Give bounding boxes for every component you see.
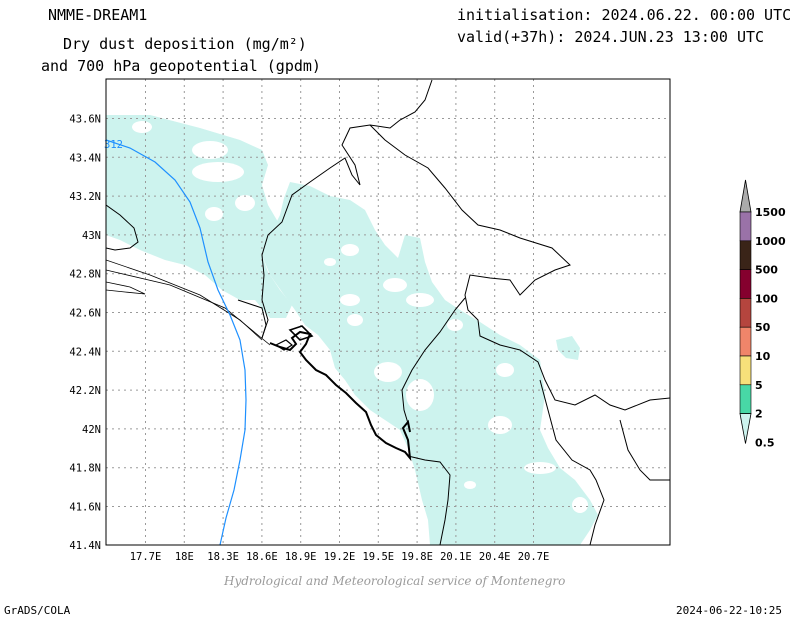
dust-deposition-field bbox=[106, 115, 598, 545]
longitude-label: 18.3E bbox=[207, 551, 239, 563]
colorbar-level-label: 5 bbox=[755, 379, 763, 392]
map-frame bbox=[105, 78, 671, 546]
software-label: GrADS/COLA bbox=[4, 604, 71, 617]
longitude-label: 20.7E bbox=[518, 551, 550, 563]
colorbar-swatch bbox=[739, 326, 752, 357]
latitude-label: 42.8N bbox=[69, 269, 101, 281]
colorbar-level-label: 2 bbox=[755, 408, 763, 421]
colorbar-level-label: 500 bbox=[755, 264, 778, 277]
latitude-label: 42.2N bbox=[69, 385, 101, 397]
latitude-label: 42.4N bbox=[69, 346, 101, 358]
colorbar-bottom-arrow bbox=[739, 413, 752, 444]
colorbar-level-label: 1000 bbox=[755, 235, 786, 248]
colorbar-swatch bbox=[739, 298, 752, 328]
colorbar-swatch bbox=[739, 240, 752, 270]
longitude-label: 20.1E bbox=[440, 551, 472, 563]
colorbar-top-arrow bbox=[739, 179, 752, 213]
latitude-label: 42.6N bbox=[69, 308, 101, 320]
colorbar-level-label: 1500 bbox=[755, 206, 786, 219]
longitude-label: 19.5E bbox=[362, 551, 394, 563]
credit-text: Hydrological and Meteorological service … bbox=[224, 574, 566, 588]
valid-time: valid(+37h): 2024.JUN.23 13:00 UTC bbox=[457, 28, 765, 46]
latitude-label: 43N bbox=[82, 230, 101, 242]
latitude-label: 43.6N bbox=[69, 114, 101, 126]
longitude-label: 17.7E bbox=[130, 551, 162, 563]
colorbar-level-label: 10 bbox=[755, 350, 771, 363]
map-title-line2: and 700 hPa geopotential (gpdm) bbox=[41, 57, 321, 75]
latitude-tick-labels: 43.6N 43.4N 43.2N 43N 42.8N 42.6N 42.4N 42.2N 42… bbox=[69, 114, 101, 553]
latitude-label: 42N bbox=[82, 424, 101, 436]
map-title-line1: Dry dust deposition (mg/m²) bbox=[63, 35, 307, 53]
contour-label: 312 bbox=[104, 139, 123, 151]
longitude-tick-labels: 17.7E 18E 18.3E 18.6E 18.9E 19.2E 19.5E 19.8E 20… bbox=[130, 551, 550, 563]
longitude-label: 20.4E bbox=[479, 551, 511, 563]
colorbar-level-label: 100 bbox=[755, 292, 778, 305]
longitude-label: 18E bbox=[175, 551, 194, 563]
colorbar-swatch bbox=[739, 211, 752, 242]
borders-and-coastline bbox=[106, 79, 670, 545]
colorbar: 1500 1000 500 100 50 10 5 2 0.5 bbox=[739, 179, 786, 449]
colorbar-level-label: 50 bbox=[755, 321, 771, 334]
latitude-label: 41.8N bbox=[69, 463, 101, 475]
graticule bbox=[106, 79, 670, 545]
longitude-label: 18.9E bbox=[285, 551, 317, 563]
colorbar-level-label: 0.5 bbox=[755, 436, 775, 449]
colorbar-swatch bbox=[739, 355, 752, 386]
geopotential-contour-312 bbox=[106, 139, 247, 545]
longitude-label: 19.2E bbox=[324, 551, 356, 563]
latitude-label: 43.4N bbox=[69, 152, 101, 164]
longitude-label: 18.6E bbox=[246, 551, 278, 563]
latitude-label: 41.4N bbox=[69, 540, 101, 552]
colorbar-swatch bbox=[739, 269, 752, 299]
render-timestamp: 2024-06-22-10:25 bbox=[676, 604, 782, 617]
latitude-label: 43.2N bbox=[69, 191, 101, 203]
longitude-label: 19.8E bbox=[401, 551, 433, 563]
latitude-label: 41.6N bbox=[69, 502, 101, 514]
model-name: NMME-DREAM1 bbox=[48, 6, 148, 24]
initialisation-time: initialisation: 2024.06.22. 00:00 UTC bbox=[457, 6, 792, 24]
colorbar-swatch bbox=[739, 384, 752, 414]
